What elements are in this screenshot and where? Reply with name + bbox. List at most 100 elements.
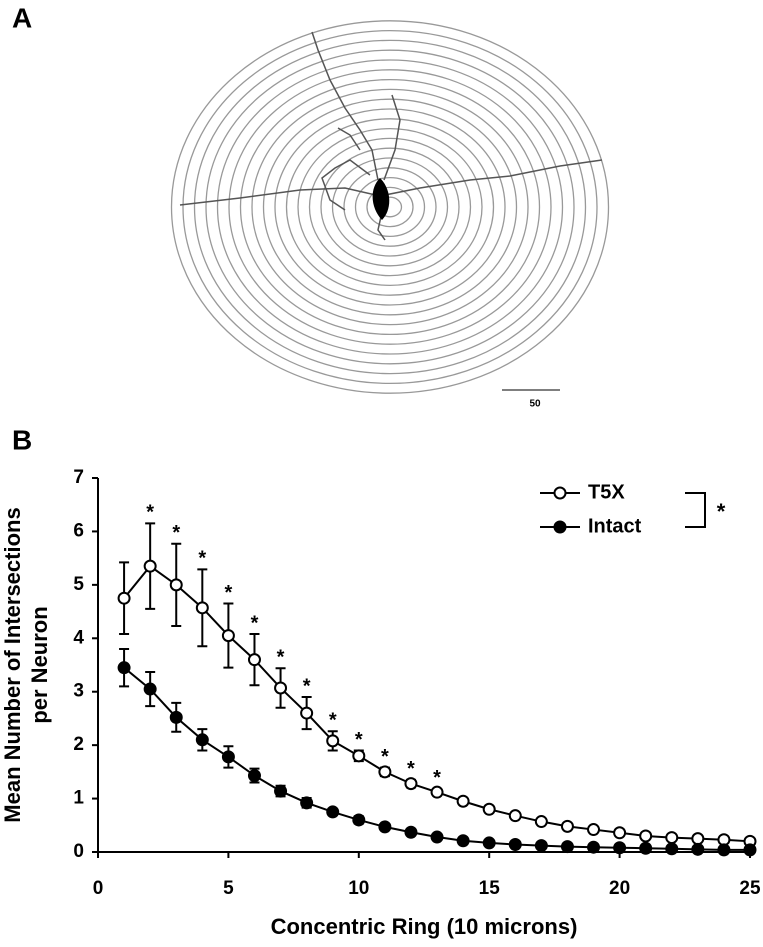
data-point: [300, 796, 314, 810]
series-line: [123, 666, 750, 851]
ring: [170, 20, 610, 394]
y-tick-label: 2: [73, 734, 84, 755]
data-point: [247, 769, 261, 783]
x-tick-label: 20: [609, 878, 630, 899]
data-point: [274, 681, 288, 695]
data-point: [691, 842, 705, 856]
panel-label: A: [12, 2, 32, 33]
x-tick-label: 25: [739, 878, 761, 899]
data-point: [430, 785, 444, 799]
data-point: [560, 840, 574, 854]
ring: [343, 167, 437, 247]
y-tick-label: 5: [73, 574, 84, 595]
legend-label: Intact: [588, 515, 642, 537]
data-point: [221, 629, 235, 643]
data-point: [587, 840, 601, 854]
data-point: [560, 819, 574, 833]
x-tick-label: 15: [479, 878, 501, 899]
y-tick-label: 4: [73, 627, 84, 648]
ring: [354, 176, 426, 238]
data-point: [169, 578, 183, 592]
significance-mark: *: [355, 729, 363, 751]
data-point: [587, 823, 601, 837]
data-point: [404, 825, 418, 839]
series-line: [123, 564, 751, 843]
significance-mark: *: [329, 710, 337, 732]
data-point: [117, 661, 131, 675]
dendrite: [383, 94, 401, 181]
data-point: [247, 653, 261, 667]
data-point: [456, 834, 470, 848]
significance-mark: *: [198, 548, 206, 570]
plot: 0 1 2 3 4 5 6 7 0 5 10 15 20 25 Concentric Ring (10 mi…: [0, 467, 761, 939]
y-axis-title: Mean Number of Intersections: [0, 507, 25, 822]
data-point: [352, 813, 366, 827]
data-point: [221, 750, 235, 764]
data-point: [195, 601, 209, 615]
significance-mark: *: [146, 502, 154, 524]
significance-mark: *: [251, 612, 259, 634]
significance-mark: *: [277, 646, 285, 668]
data-point: [326, 805, 340, 819]
data-point: [300, 706, 314, 720]
x-axis-title: Concentric Ring (10 microns): [271, 914, 578, 939]
data-point: [613, 841, 627, 855]
ring: [182, 29, 598, 385]
data-point: [639, 841, 653, 855]
significance-mark: *: [225, 582, 233, 604]
data-point: [169, 710, 183, 724]
data-point: [378, 765, 392, 779]
data-point: [378, 820, 392, 834]
legend-marker: [553, 486, 567, 500]
neuron-tracing: [179, 31, 603, 241]
dendrite: [321, 159, 371, 211]
legend-significance: *: [717, 499, 726, 524]
data-point: [508, 838, 522, 852]
data-point: [143, 682, 157, 696]
ring: [251, 88, 529, 326]
data-point: [665, 842, 679, 856]
ring: [366, 186, 414, 228]
data-point: [639, 829, 653, 843]
data-point: [691, 832, 705, 846]
ring: [193, 39, 587, 375]
y-tick-label: 1: [73, 788, 84, 809]
data-point: [195, 733, 209, 747]
x-tick-label: 0: [93, 878, 104, 899]
legend-bracket: [685, 492, 706, 528]
dendrite: [179, 159, 603, 206]
panel-label: B: [12, 424, 32, 455]
data-point: [143, 559, 157, 573]
ring: [285, 118, 495, 296]
data-point: [482, 836, 496, 850]
data-point: [534, 815, 548, 829]
data-point: [404, 777, 418, 791]
ring: [239, 78, 541, 336]
ring: [297, 127, 483, 287]
data-point: [456, 794, 470, 808]
legend-marker: [553, 520, 567, 534]
data-point: [430, 830, 444, 844]
scale-bar-label: 50: [529, 399, 541, 410]
significance-mark: *: [407, 758, 415, 780]
y-tick-label: 0: [73, 841, 84, 862]
significance-mark: *: [433, 767, 441, 789]
data-point: [352, 749, 366, 763]
data-point: [717, 843, 731, 857]
x-tick-label: 10: [348, 878, 369, 899]
x-tick-label: 5: [223, 878, 234, 899]
significance-mark: *: [303, 675, 311, 697]
dendrite: [311, 31, 379, 181]
y-tick-label: 6: [73, 520, 84, 541]
ring: [331, 157, 449, 257]
data-point: [117, 591, 131, 605]
data-point: [743, 843, 757, 857]
significance-mark: *: [381, 746, 389, 768]
ring: [308, 137, 472, 277]
y-tick-label: 3: [73, 681, 84, 702]
data-point: [326, 734, 340, 748]
data-point: [482, 802, 496, 816]
ring: [274, 108, 506, 306]
ring: [262, 98, 518, 316]
